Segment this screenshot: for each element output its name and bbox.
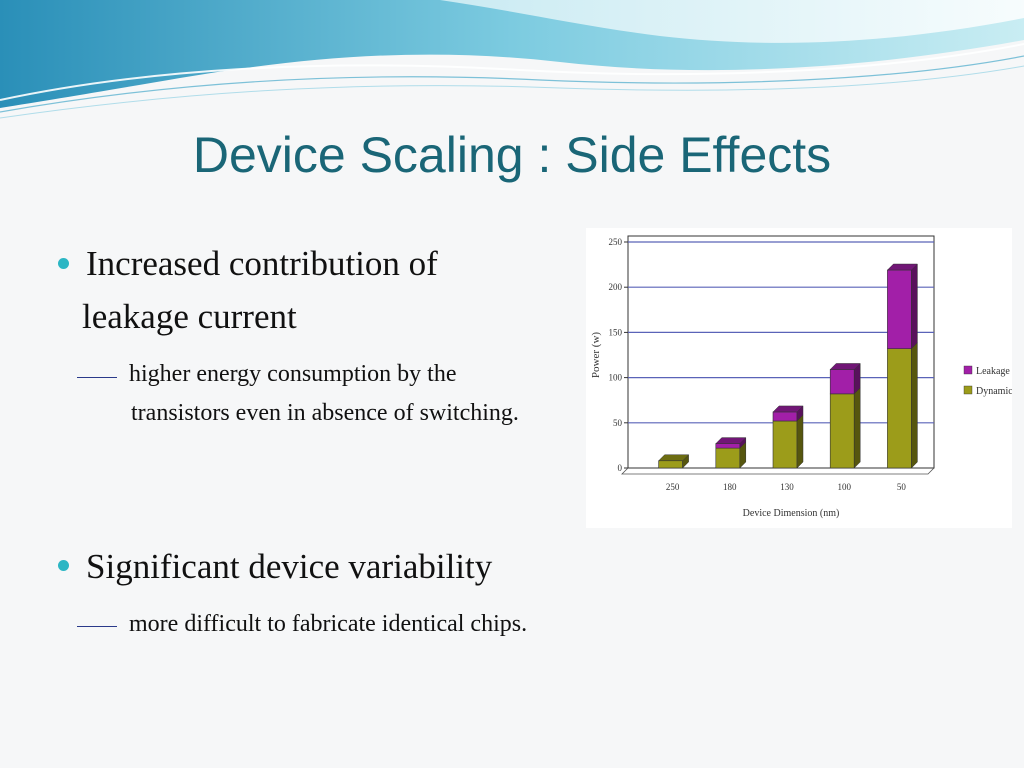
bar-dynamic-130	[772, 420, 798, 469]
bar-top-250	[657, 454, 690, 462]
bullet-1-line-1: Increased contribution of	[86, 244, 438, 283]
bar-dynamic-180	[715, 447, 741, 469]
x-tick-label: 100	[837, 482, 851, 492]
y-axis-title: Power (w)	[590, 332, 602, 378]
x-tick-label: 130	[780, 482, 794, 492]
header-wave-decoration	[0, 0, 1024, 130]
bar-top-100	[829, 363, 861, 370]
x-tick-label: 50	[897, 482, 907, 492]
y-tick-label: 100	[609, 373, 623, 383]
sub-bullet-dash	[77, 377, 117, 378]
bullet-dot-icon	[58, 258, 69, 269]
sub-bullet-dash	[77, 626, 117, 627]
bar-dynamic-side-50	[911, 342, 918, 469]
bar-dynamic-50	[887, 348, 912, 469]
y-tick-label: 250	[609, 237, 623, 247]
bar-dynamic-250	[658, 460, 683, 469]
power-chart: 0 50 100 150 200 250 250 180 130 100 50 Device Dime…	[586, 228, 1013, 528]
sub-bullet-1-line-1: higher energy consumption by the	[129, 361, 457, 387]
bullet-dot-icon	[58, 560, 69, 571]
bar-leakage-130	[772, 411, 798, 422]
legend-swatch-leakage	[963, 365, 973, 375]
sub-bullet-1-line-2: transistors even in absence of switching…	[131, 400, 519, 426]
bar-top-130	[772, 405, 804, 413]
bar-leakage-50	[887, 269, 912, 349]
y-tick-label: 150	[609, 327, 623, 337]
legend-label-dynamic: Dynamic	[976, 386, 1012, 397]
bar-dynamic-side-130	[796, 414, 804, 469]
y-tick-label: 50	[613, 418, 623, 428]
bar-leakage-180	[715, 443, 741, 449]
page-title: Device Scaling : Side Effects	[192, 127, 832, 183]
bullet-1-line-2: leakage current	[82, 297, 297, 336]
x-axis-title: Device Dimension (nm)	[743, 508, 840, 519]
y-tick-label: 200	[609, 282, 623, 292]
legend-label-leakage: Leakage	[976, 366, 1010, 377]
x-axis-floor	[621, 467, 935, 475]
bar-leakage-side-50	[911, 263, 918, 350]
bar-top-50	[886, 263, 919, 271]
bar-dynamic-side-100	[853, 387, 861, 469]
sub-bullet-2-line-1: more difficult to fabricate identical ch…	[129, 611, 528, 637]
bar-top-180	[715, 437, 747, 444]
bar-dynamic-100	[829, 393, 855, 469]
bar-leakage-100	[829, 369, 855, 395]
x-tick-label: 180	[723, 482, 737, 492]
x-tick-label: 250	[666, 482, 680, 492]
legend-swatch-dynamic	[963, 385, 973, 395]
bullet-2-line-1: Significant device variability	[86, 547, 493, 586]
y-tick-label: 0	[618, 463, 623, 473]
power-chart-svg: 0 50 100 150 200 250 250 180 130 100 50 Device Dime…	[590, 235, 1013, 519]
